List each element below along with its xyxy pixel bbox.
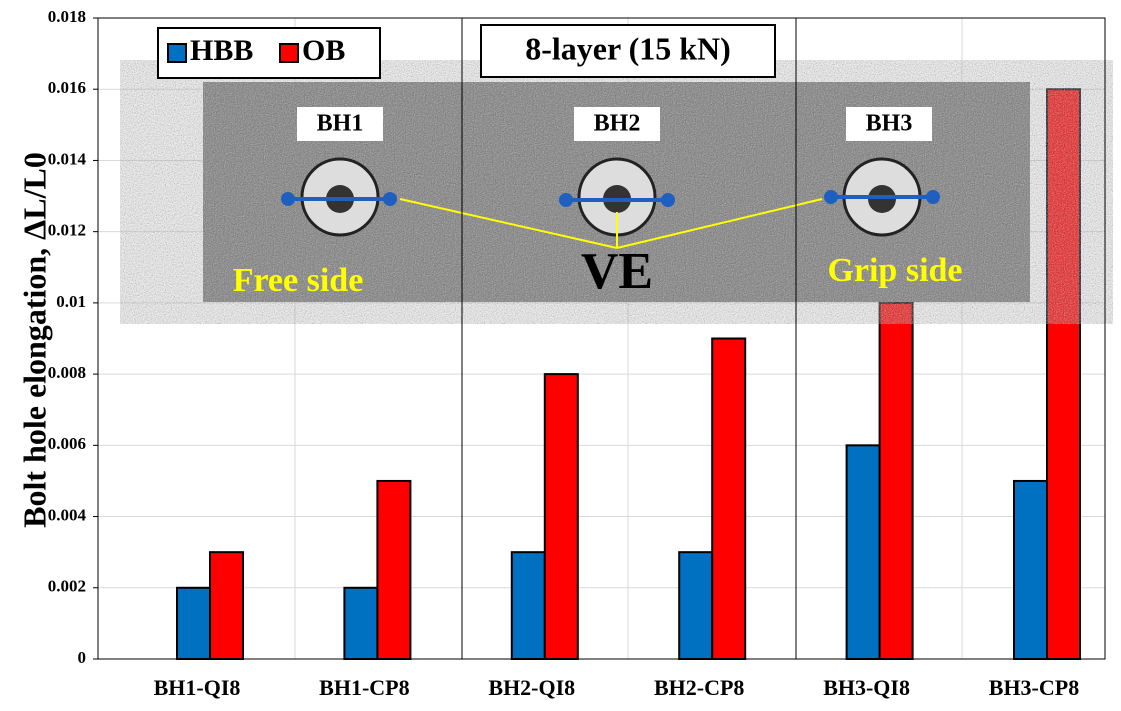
x-tick-label: BH2-QI8 [488,675,575,700]
chart-title: 8-layer (15 kN) [525,30,731,66]
x-tick-label: BH3-QI8 [823,675,910,700]
bar [712,339,745,660]
inset-photo: BH1 BH2 BH3 Free side VE Grip side [203,82,1030,302]
dot [283,194,293,204]
y-tick-label: 0.002 [48,577,86,596]
dot [663,195,673,205]
bar [344,588,377,659]
annotation: VE [581,243,653,300]
dot [826,192,836,202]
bar [1014,481,1047,659]
bar [210,552,243,659]
annotation: Grip side [827,252,962,289]
y-tick-label: 0.01 [56,292,86,311]
legend-label: HBB [190,34,253,67]
x-tick-label: BH2-CP8 [654,675,744,700]
y-tick-label: 0.018 [48,7,86,26]
bar [679,552,712,659]
legend-swatch [168,44,186,62]
annotation: BH2 [594,111,641,137]
y-tick-label: 0.012 [48,221,86,240]
chart: BH1 BH2 BH3 Free side VE Grip side 8-lay… [0,0,1121,711]
y-tick-label: 0.014 [48,149,87,168]
y-tick-label: 0.008 [48,363,86,382]
bar [880,303,913,659]
bar [512,552,545,659]
bar [847,445,880,659]
bar [545,374,578,659]
y-tick-label: 0.006 [48,434,86,453]
y-tick-label: 0.004 [48,505,87,524]
y-tick-label: 0 [78,648,87,667]
dot [928,192,938,202]
annotation: Free side [233,262,364,299]
x-tick-label: BH1-QI8 [154,675,241,700]
y-axis-label: Bolt hole elongation, ΔL/L0 [16,152,52,528]
annotation: BH1 [317,111,364,137]
x-tick-label: BH3-CP8 [989,675,1079,700]
legend-label: OB [302,34,345,67]
y-tick-label: 0.016 [48,78,86,97]
bar [377,481,410,659]
legend: HBB OB [158,28,380,78]
x-tick-label: BH1-CP8 [319,675,409,700]
dot [385,194,395,204]
legend-swatch [280,44,298,62]
dot [561,195,571,205]
bar [177,588,210,659]
bar [1047,89,1080,659]
annotation: BH3 [866,111,913,137]
